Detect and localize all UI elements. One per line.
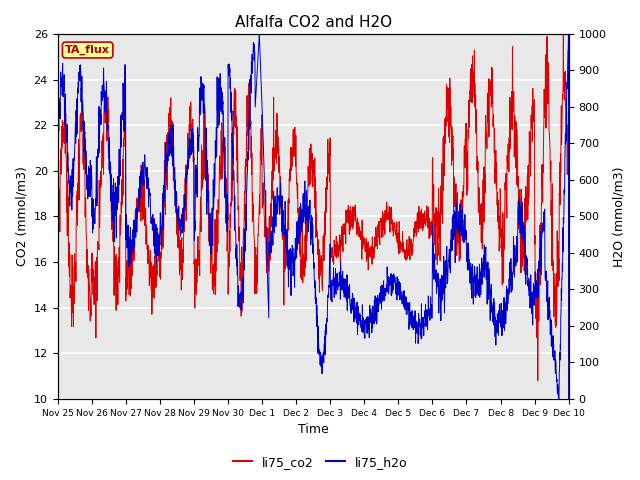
Title: Alfalfa CO2 and H2O: Alfalfa CO2 and H2O [235,15,392,30]
li75_co2 [559,31,567,37]
li75_co2 [289,147,296,153]
X-axis label: Time: Time [298,423,328,436]
li75_h2o [550,357,557,363]
li75_co2 [565,396,573,402]
Text: TA_flux: TA_flux [65,45,110,55]
li75_h2o [80,128,88,133]
li75_co2 [80,167,88,172]
Y-axis label: CO2 (mmol/m3): CO2 (mmol/m3) [15,167,28,266]
li75_co2 [456,256,464,262]
li75_h2o [564,31,572,37]
Line: li75_h2o: li75_h2o [58,34,569,399]
li75_h2o [456,201,464,206]
Y-axis label: H2O (mmol/m3): H2O (mmol/m3) [612,166,625,267]
Line: li75_co2: li75_co2 [58,34,569,399]
li75_h2o [555,396,563,402]
li75_h2o [565,396,573,402]
li75_co2 [550,270,557,276]
li75_h2o [550,341,557,347]
li75_h2o [302,218,310,224]
li75_co2 [54,260,61,265]
li75_co2 [302,225,310,230]
li75_co2 [550,313,557,319]
li75_h2o [289,254,296,260]
li75_h2o [54,128,61,133]
Legend: li75_co2, li75_h2o: li75_co2, li75_h2o [228,451,412,474]
